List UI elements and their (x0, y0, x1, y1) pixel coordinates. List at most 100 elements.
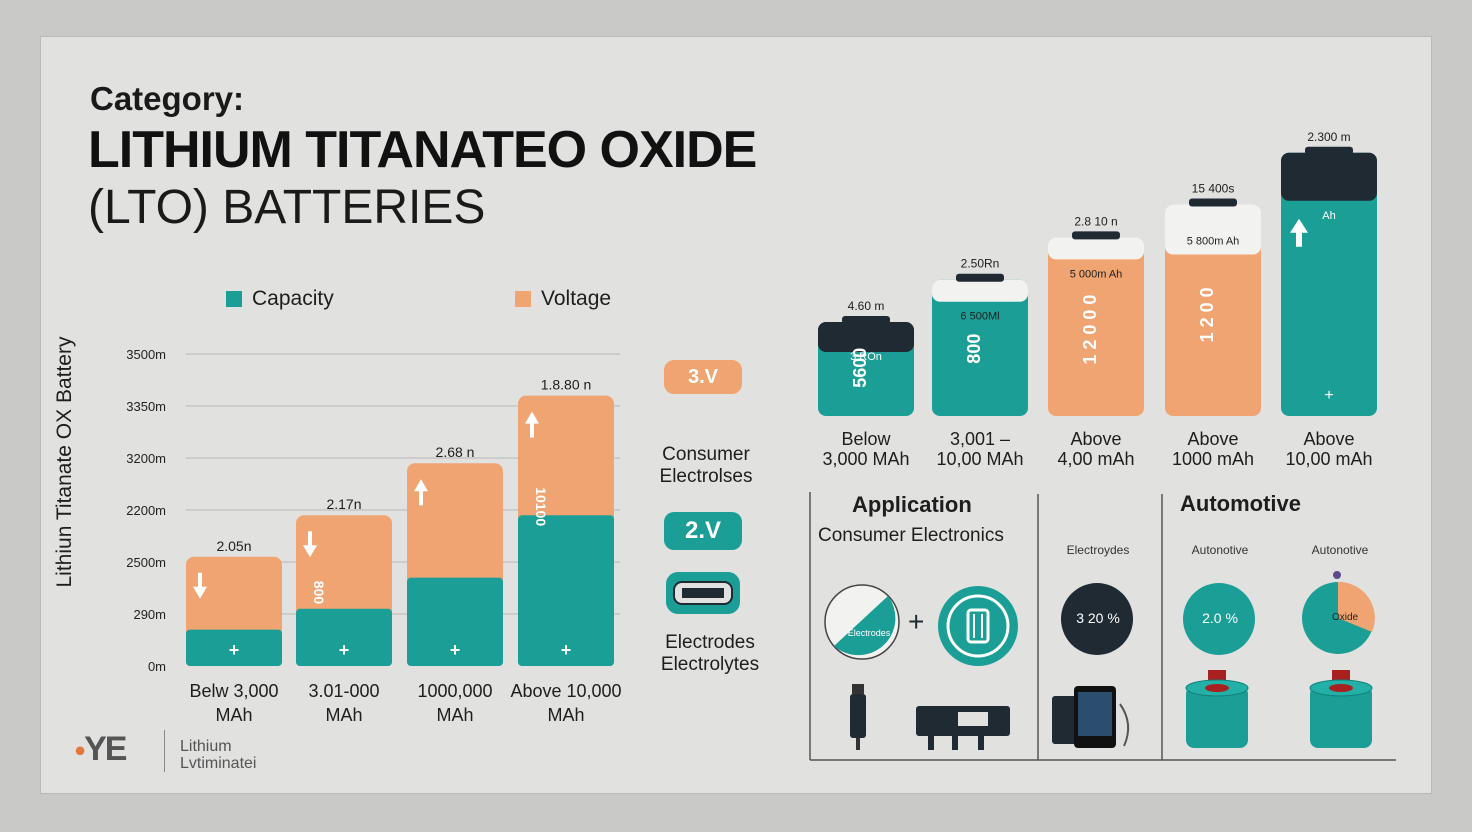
arrow-icon (525, 411, 539, 438)
y-tick-label: 290m (133, 607, 166, 622)
cell-body (1048, 237, 1144, 416)
bar-capacity (296, 608, 392, 666)
cell-top-label: 15 400s (1192, 182, 1235, 196)
y-tick-label: 2200m (126, 503, 166, 518)
voltage-pill-2: 2.V (664, 512, 742, 550)
y-tick-label: 3500m (126, 347, 166, 362)
oxide-pie (1302, 571, 1375, 654)
cell-1: 6 500Ml 800 2.50Rn (932, 257, 1028, 416)
teal-disc-text: 2.0 % (1202, 610, 1238, 626)
cell-cap (1281, 152, 1377, 201)
cell-category-line1: Below (841, 429, 891, 449)
page-title: LITHIUM TITANATEO OXIDE (88, 121, 757, 179)
y-tick-label: 2500m (126, 555, 166, 570)
plus-marker: + (561, 640, 572, 660)
automotive-small-label-2: Autonotive (1311, 543, 1369, 557)
x-tick-label-line1: Belw 3,000 (189, 681, 278, 701)
phone-icon (1052, 686, 1130, 748)
cell-band-text: Ah (1322, 210, 1335, 222)
y-tick-label: 3200m (126, 451, 166, 466)
consumer-line2: Electrolses (659, 466, 753, 487)
dark-disc-text: 3 20 % (1076, 610, 1120, 626)
automotive-small-label-1: Autonotive (1191, 543, 1249, 557)
logo-text: Lithium Lvtiminatei (180, 738, 256, 772)
bar-inner-text: 10100 (533, 487, 549, 526)
bar-inner-text: 800 (311, 581, 327, 605)
electrode-disc-text: Electrodes (847, 628, 891, 638)
bar-capacity (518, 515, 614, 666)
cell-category-line1: Above (1187, 429, 1238, 449)
arrow-icon (193, 572, 207, 599)
cell-cap (818, 322, 914, 352)
bar-voltage (186, 556, 282, 640)
electrodes-line2: Electrolytes (660, 654, 760, 675)
x-tick-label-line2: MAh (215, 705, 252, 725)
plus-marker: + (229, 640, 240, 660)
x-tick-label-line1: 3.01-000 (308, 681, 379, 701)
bar-voltage (407, 463, 503, 588)
cell-cap (1165, 204, 1261, 255)
cell-top-label: 2.50Rn (961, 257, 1000, 271)
bar-1: +2.17n 800 (296, 496, 392, 666)
voltage-pill-1: 3.V (664, 360, 742, 394)
x-tick-label-line2: MAh (547, 705, 584, 725)
cell-cap (1048, 237, 1144, 260)
logo-text-line1: Lithium (180, 738, 232, 755)
cell-body (1281, 152, 1377, 417)
cell-category-line2: 3,000 MAh (822, 449, 909, 469)
cell-terminal (1072, 231, 1120, 240)
battery-cell-icon (938, 586, 1018, 666)
cell-top-label: 2.300 m (1307, 130, 1350, 144)
chart-capacity-voltage: 3500m 3350m 3200m 2200m 2500m 290m 0m +2.05n Bel… (126, 347, 621, 725)
battery-module-icon (916, 706, 1010, 750)
electrode-disc (824, 584, 900, 660)
consumer-line1: Consumer (662, 444, 750, 465)
x-tick-label-line1: Above 10,000 (510, 681, 621, 701)
cell-terminal (956, 273, 1004, 282)
usb-drive-icon (850, 684, 866, 750)
cylinder-cell-2 (1309, 670, 1373, 748)
cell-2: 5 000m Ah 1 2 0 0 0 2.8 10 n (1048, 214, 1144, 416)
arrow-icon (414, 479, 428, 506)
bar-capacity (407, 577, 503, 666)
application-subtitle: Consumer Electronics (818, 525, 1004, 546)
page-subtitle: (LTO) BATTERIES (88, 181, 486, 234)
x-tick-label-line1: 1000,000 (417, 681, 492, 701)
bar-voltage (296, 515, 392, 619)
oxide-pie-text: Oxide (1331, 612, 1359, 623)
cell-band-text: 5 800m Ah (1187, 236, 1240, 248)
automotive-title: Automotive (1180, 491, 1301, 516)
bar-capacity (186, 629, 282, 666)
x-tick-label-line2: MAh (325, 705, 362, 725)
plus-marker: + (339, 640, 350, 660)
y-tick-label: 0m (148, 659, 166, 674)
bar-0: +2.05n (186, 538, 282, 666)
plus-marker: + (450, 640, 461, 660)
cell-value-text: 1 2 0 0 (1197, 287, 1217, 342)
cell-top-label: 4.60 m (848, 299, 885, 313)
electrodes-line1: Electrodes (665, 632, 755, 653)
cell-terminal (1305, 146, 1353, 155)
cell-category-line1: Above (1070, 429, 1121, 449)
legend-capacity: Capacity (226, 287, 334, 311)
dark-disc (1061, 583, 1133, 655)
cell-3: 5 800m Ah 1 2 0 0 15 400s (1165, 182, 1261, 416)
cell-category-line2: 4,00 mAh (1057, 449, 1134, 469)
bar-2: +2.68 n (407, 444, 503, 666)
y-tick-label: 3350m (126, 399, 166, 414)
cell-top-label: 2.8 10 n (1074, 214, 1117, 228)
bar-top-label: 2.05n (216, 538, 251, 554)
voltage-swatch (515, 291, 531, 307)
arrow-icon (303, 531, 317, 558)
cell-category-line2: 1000 mAh (1172, 449, 1254, 469)
logo-mark: YE (84, 730, 127, 768)
consumer-label: Consumer Electrolses (650, 444, 762, 488)
teal-disc (1183, 583, 1255, 655)
cell-value-text: 800 (964, 334, 984, 364)
category-label: Category: (90, 80, 245, 117)
cylinder-cell-1 (1185, 670, 1249, 748)
plus-icon: + (908, 606, 925, 637)
logo-divider (164, 730, 165, 772)
cell-band-text: 6 500Ml (960, 311, 999, 323)
